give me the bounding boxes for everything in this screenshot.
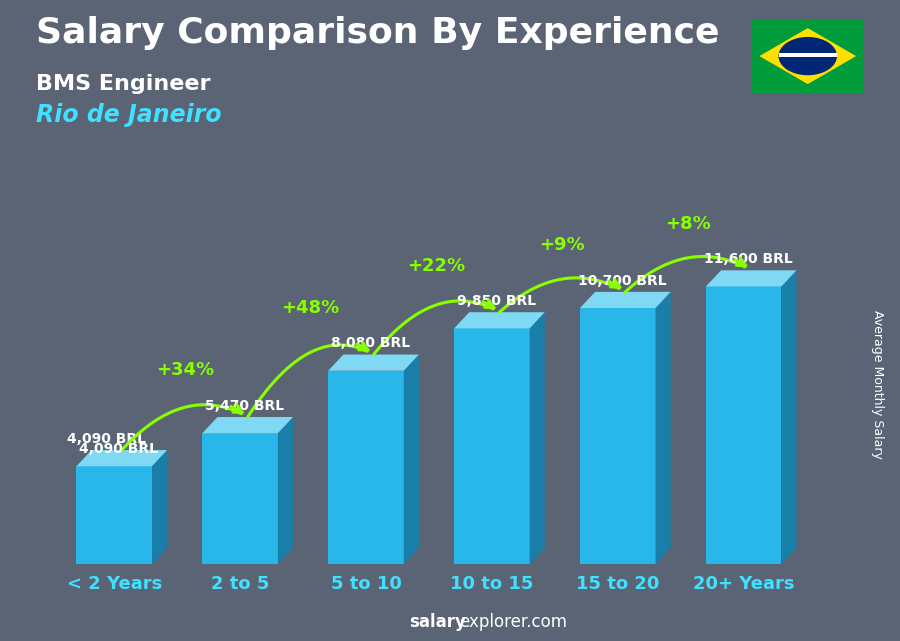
Text: Rio de Janeiro: Rio de Janeiro <box>36 103 221 126</box>
Text: +48%: +48% <box>282 299 339 317</box>
Text: 11,600 BRL: 11,600 BRL <box>704 252 793 266</box>
Text: Average Monthly Salary: Average Monthly Salary <box>871 310 884 459</box>
Polygon shape <box>706 287 781 564</box>
Text: 10,700 BRL: 10,700 BRL <box>578 274 667 288</box>
Polygon shape <box>202 433 278 564</box>
Text: +22%: +22% <box>408 256 465 274</box>
Polygon shape <box>781 271 797 564</box>
Text: 8,080 BRL: 8,080 BRL <box>331 337 410 350</box>
Text: BMS Engineer: BMS Engineer <box>36 74 211 94</box>
Polygon shape <box>76 450 167 466</box>
Polygon shape <box>706 271 796 287</box>
Polygon shape <box>328 354 418 370</box>
Polygon shape <box>454 328 530 564</box>
Polygon shape <box>328 370 404 564</box>
Polygon shape <box>752 19 864 93</box>
Polygon shape <box>152 450 167 564</box>
Polygon shape <box>454 312 544 328</box>
Polygon shape <box>580 308 655 564</box>
Polygon shape <box>655 292 670 564</box>
Text: 4,090 BRL: 4,090 BRL <box>68 433 146 447</box>
Polygon shape <box>278 417 293 564</box>
Text: +34%: +34% <box>156 362 214 379</box>
Text: +9%: +9% <box>540 236 585 254</box>
Text: salary: salary <box>410 613 466 631</box>
Polygon shape <box>76 466 152 564</box>
Polygon shape <box>404 354 419 564</box>
Text: 5,470 BRL: 5,470 BRL <box>205 399 284 413</box>
Polygon shape <box>760 28 856 84</box>
Text: 4,090 BRL: 4,090 BRL <box>79 442 158 456</box>
Polygon shape <box>778 53 837 57</box>
Circle shape <box>778 37 837 75</box>
Text: Salary Comparison By Experience: Salary Comparison By Experience <box>36 16 719 50</box>
Text: explorer.com: explorer.com <box>459 613 567 631</box>
Polygon shape <box>580 292 670 308</box>
Text: 9,850 BRL: 9,850 BRL <box>457 294 536 308</box>
Polygon shape <box>530 312 544 564</box>
Text: +8%: +8% <box>665 215 711 233</box>
Polygon shape <box>202 417 293 433</box>
